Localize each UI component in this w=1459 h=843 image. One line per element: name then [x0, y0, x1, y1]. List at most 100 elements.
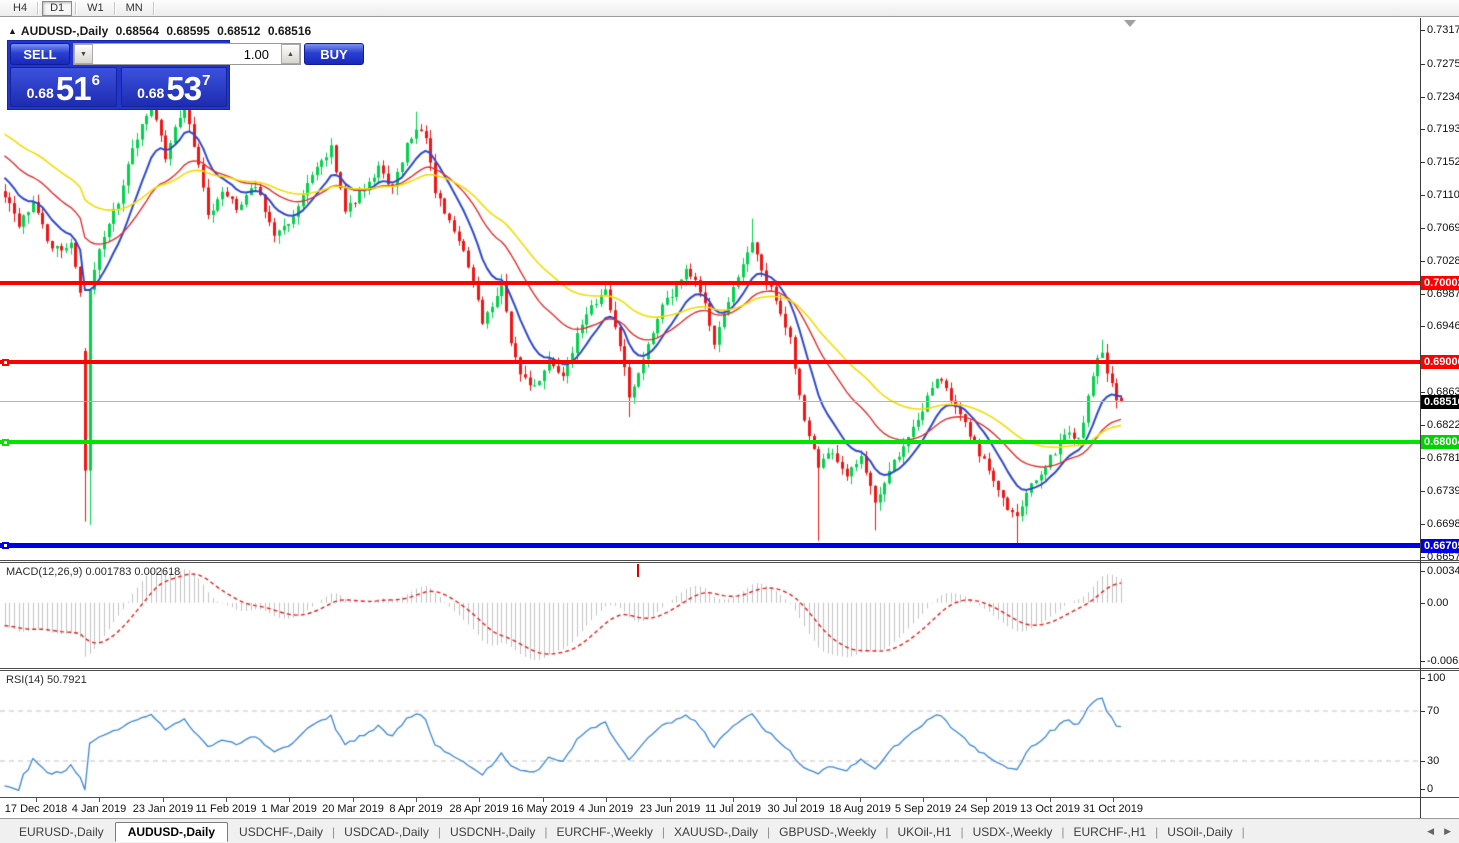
bid-price-line	[0, 401, 1420, 402]
sell-price-prefix: 0.68	[26, 85, 54, 101]
title-high: 0.68595	[166, 24, 210, 38]
title-low: 0.68512	[217, 24, 261, 38]
indicator-axis-label: 100	[1421, 672, 1445, 685]
time-axis-label: 23 Jan 2019	[132, 803, 194, 815]
time-axis-tick	[1050, 798, 1051, 802]
line-selection-handle[interactable]	[2, 439, 9, 446]
toolbar-separator	[37, 1, 40, 15]
indicator-axis-label: -0.00637	[1421, 655, 1459, 668]
tab-usdcnh-daily[interactable]: USDCNH-,Daily	[449, 824, 536, 839]
tab-eurchf-weekly[interactable]: EURCHF-,Weekly	[556, 824, 653, 839]
main-chart-canvas[interactable]	[0, 18, 1420, 560]
rsi-panel-canvas[interactable]	[0, 671, 1420, 797]
timeframe-button-mn[interactable]: MN	[125, 1, 143, 14]
indicator-axis-label: 0.00349	[1421, 565, 1459, 578]
tab-audusd-daily[interactable]: AUDUSD-,Daily	[114, 821, 229, 842]
tab-usdx-weekly[interactable]: USDX-,Weekly	[972, 824, 1053, 839]
time-axis-tick	[606, 798, 607, 802]
timeframe-button-d1[interactable]: D1	[42, 0, 73, 16]
price-marker-0.69006: 0.69006	[1421, 355, 1459, 369]
tab-scroll-left-icon[interactable]: ◀	[1427, 826, 1435, 836]
sell-price-display[interactable]: 0.68 51 6	[10, 67, 117, 107]
time-axis-tick	[670, 798, 671, 802]
scroll-to-end-icon	[1124, 20, 1136, 27]
tab-separator: |	[661, 824, 666, 839]
time-axis-label: 31 Oct 2019	[1083, 803, 1143, 815]
tab-separator: |	[1241, 824, 1245, 839]
macd-label: MACD(12,26,9) 0.001783 0.002618	[6, 566, 181, 578]
buy-price-display[interactable]: 0.68 53 7	[120, 67, 227, 107]
time-axis-tick	[1113, 798, 1114, 802]
time-axis-tick	[796, 798, 797, 802]
tab-usdchf-daily[interactable]: USDCHF-,Daily	[239, 824, 324, 839]
tab-separator: |	[437, 824, 441, 839]
tab-scroll-right-icon[interactable]: ▶	[1444, 826, 1451, 836]
support-resistance-line-0.70002[interactable]	[0, 281, 1420, 285]
panel-divider[interactable]	[0, 668, 1459, 669]
tab-xauusd-daily[interactable]: XAUUSD-,Daily	[674, 824, 759, 839]
sell-price-main: 51	[55, 70, 92, 107]
sell-button[interactable]: SELL	[10, 43, 70, 65]
buy-button[interactable]: BUY	[304, 43, 364, 65]
panel-divider	[0, 670, 1459, 671]
time-axis-tick	[163, 798, 164, 802]
time-axis-tick	[353, 798, 354, 802]
support-resistance-line-0.66705[interactable]	[0, 543, 1420, 548]
volume-decrease-icon[interactable]: ▼	[74, 44, 93, 64]
tab-separator: |	[767, 824, 771, 839]
tab-scroll-arrows: ◀ ▶	[1427, 826, 1451, 837]
time-axis-label: 28 Apr 2019	[449, 803, 509, 815]
tab-separator: |	[1155, 824, 1159, 839]
tab-gbpusd-weekly[interactable]: GBPUSD-,Weekly	[779, 824, 877, 839]
toolbar-separator	[152, 1, 155, 15]
time-axis-label: 8 Apr 2019	[389, 803, 443, 815]
title-open: 0.68564	[115, 24, 160, 38]
time-axis-tick	[986, 798, 987, 802]
time-axis-tick	[99, 798, 100, 802]
indicator-axis-label: 0.00	[1421, 597, 1448, 610]
timeframe-toolbar: H4 D1 W1 MN	[0, 0, 1459, 17]
time-axis-tick	[36, 798, 37, 802]
tab-usdcad-daily[interactable]: USDCAD-,Daily	[344, 824, 429, 839]
toolbar-separator	[75, 1, 78, 15]
tab-usoil-daily[interactable]: USOil-,Daily	[1167, 824, 1233, 839]
time-axis-tick	[860, 798, 861, 802]
time-axis-label: 18 Aug 2019	[829, 803, 891, 815]
timeframe-button-w1[interactable]: W1	[87, 1, 104, 14]
volume-input[interactable]	[93, 44, 281, 64]
panel-divider[interactable]	[0, 560, 1459, 561]
time-axis-label: 24 Sep 2019	[954, 803, 1018, 815]
volume-increase-icon[interactable]: ▲	[281, 44, 300, 64]
indicator-axis-label: 0	[1421, 783, 1433, 796]
price-marker-0.68004: 0.68004	[1421, 435, 1459, 449]
time-axis-tick	[479, 798, 480, 802]
line-selection-handle[interactable]	[2, 542, 9, 549]
one-click-trade-panel: SELL ▼ ▲ BUY 0.68 51 6 0.68 53 7	[7, 40, 364, 110]
tab-ukoil-h1[interactable]: UKOil-,H1	[897, 824, 952, 839]
timeframe-button-h4[interactable]: H4	[13, 1, 28, 14]
tab-eurusd-daily[interactable]: EURUSD-,Daily	[19, 824, 104, 839]
line-selection-handle[interactable]	[2, 359, 9, 366]
price-axis-border	[1420, 18, 1421, 818]
macd-panel-canvas[interactable]	[0, 563, 1420, 667]
tab-eurchf-h1[interactable]: EURCHF-,H1	[1073, 824, 1147, 839]
support-resistance-line-0.68004[interactable]	[0, 440, 1420, 444]
time-axis-label: 16 May 2019	[511, 803, 575, 815]
time-axis-label: 5 Sep 2019	[894, 803, 952, 815]
support-resistance-line-0.69006[interactable]	[0, 360, 1420, 364]
time-axis-tick	[543, 798, 544, 802]
indicator-axis-label: 30	[1421, 755, 1439, 768]
title-close: 0.68516	[267, 24, 312, 38]
tab-separator: |	[885, 824, 889, 839]
